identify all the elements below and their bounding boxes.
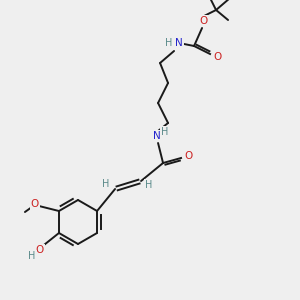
- Text: H: H: [102, 179, 110, 189]
- Text: H: H: [161, 127, 169, 137]
- Text: N: N: [175, 38, 183, 48]
- Text: O: O: [184, 151, 192, 161]
- Text: H: H: [146, 180, 153, 190]
- Text: H: H: [28, 251, 36, 261]
- Text: O: O: [31, 199, 39, 209]
- Text: O: O: [213, 52, 221, 62]
- Text: N: N: [153, 131, 161, 141]
- Text: O: O: [36, 245, 44, 255]
- Text: O: O: [199, 16, 207, 26]
- Text: H: H: [165, 38, 173, 48]
